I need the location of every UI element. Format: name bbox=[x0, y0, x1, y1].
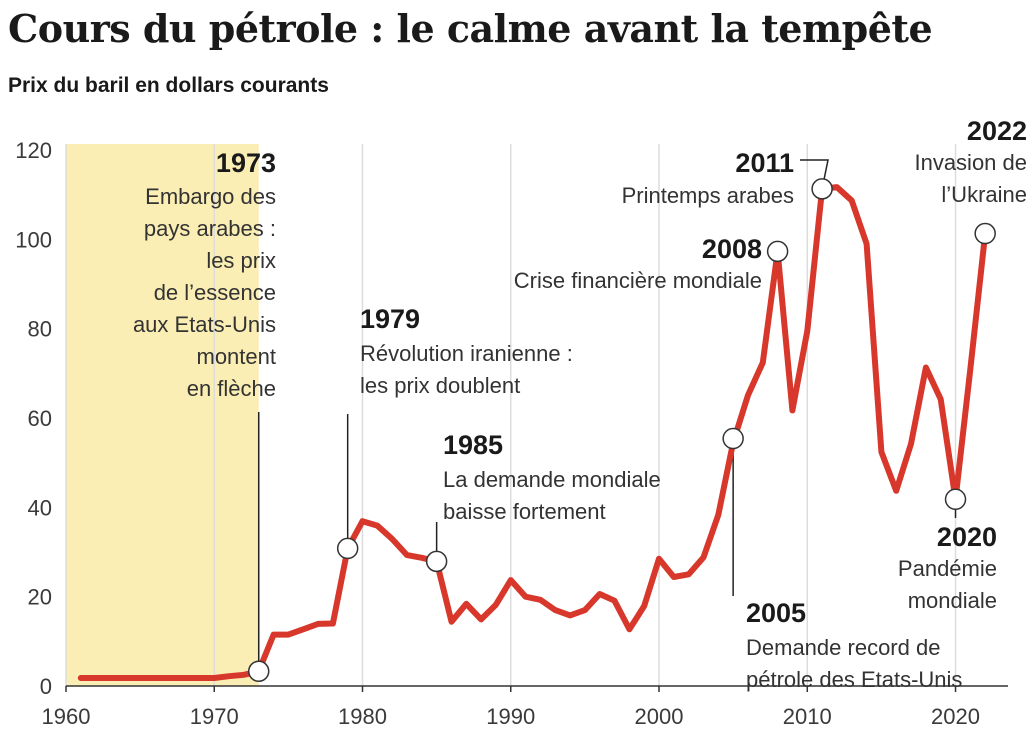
annotation-text-2020: Pandémie bbox=[898, 556, 997, 581]
highlight-point-1979 bbox=[336, 537, 359, 560]
highlight-point-1973 bbox=[247, 660, 270, 683]
annotation-text-1973: aux Etats-Unis bbox=[133, 312, 276, 337]
x-tick-label: 1980 bbox=[338, 704, 387, 729]
highlight-point-2008 bbox=[766, 240, 789, 263]
price-line bbox=[77, 184, 989, 681]
annotation-text-2022: Invasion de bbox=[914, 150, 1027, 175]
x-tick-label: 1970 bbox=[190, 704, 239, 729]
annotation-year-2022: 2022 bbox=[967, 116, 1027, 146]
y-tick-label: 60 bbox=[28, 406, 52, 431]
annotation-text-1973: de l’essence bbox=[154, 280, 276, 305]
y-tick-label: 40 bbox=[28, 495, 52, 520]
annotation-text-1973: montent bbox=[197, 344, 277, 369]
annotation-text-2020: mondiale bbox=[908, 588, 997, 613]
annotation-text-1979: Révolution iranienne : bbox=[360, 341, 573, 366]
y-tick-label: 20 bbox=[28, 585, 52, 610]
annotation-text-1985: La demande mondiale bbox=[443, 467, 661, 492]
x-tick-label: 2010 bbox=[783, 704, 832, 729]
annotation-text-1973: Embargo des bbox=[145, 184, 276, 209]
annotation-year-2005: 2005 bbox=[746, 598, 806, 628]
annotation-text-1973: pays arabes : bbox=[144, 216, 276, 241]
shaded-period bbox=[66, 144, 259, 686]
chart-title: Cours du pétrole : le calme avant la tem… bbox=[8, 6, 933, 51]
annotation-text-1985: baisse fortement bbox=[443, 499, 606, 524]
chart-subtitle: Prix du baril en dollars courants bbox=[8, 74, 329, 97]
annotation-year-1985: 1985 bbox=[443, 430, 503, 460]
annotation-year-2011: 2011 bbox=[735, 148, 794, 178]
y-tick-label: 80 bbox=[28, 317, 52, 342]
annotation-text-1973: les prix bbox=[206, 248, 276, 273]
annotation-text-1973: en flèche bbox=[187, 376, 276, 401]
x-tick-label: 1960 bbox=[42, 704, 91, 729]
annotation-year-2008: 2008 bbox=[702, 234, 762, 264]
highlight-point-1985 bbox=[425, 550, 448, 573]
annotation-year-1979: 1979 bbox=[360, 304, 420, 334]
annotation-text-2005: Demande record de bbox=[746, 635, 940, 660]
highlight-point-2020 bbox=[944, 488, 967, 511]
annotation-text-2011: Printemps arabes bbox=[622, 183, 794, 208]
highlight-point-2011 bbox=[811, 178, 833, 200]
x-tick-label: 1990 bbox=[486, 704, 535, 729]
annotation-text-2022: l’Ukraine bbox=[941, 182, 1027, 207]
y-tick-label: 100 bbox=[15, 227, 52, 252]
x-tick-label: 2000 bbox=[635, 704, 684, 729]
annotation-text-2005: pétrole des Etats-Unis bbox=[746, 667, 962, 692]
y-tick-label: 0 bbox=[40, 674, 52, 699]
x-tick-label: 2020 bbox=[931, 704, 980, 729]
highlight-point-2005 bbox=[722, 427, 744, 450]
annotation-text-2008: Crise financière mondiale bbox=[514, 268, 762, 293]
annotation-year-1973: 1973 bbox=[216, 148, 276, 178]
highlight-point-2022 bbox=[974, 222, 996, 245]
annotation-text-1979: les prix doublent bbox=[360, 373, 520, 398]
y-tick-label: 120 bbox=[15, 138, 52, 163]
annotation-year-2020: 2020 bbox=[937, 522, 997, 552]
